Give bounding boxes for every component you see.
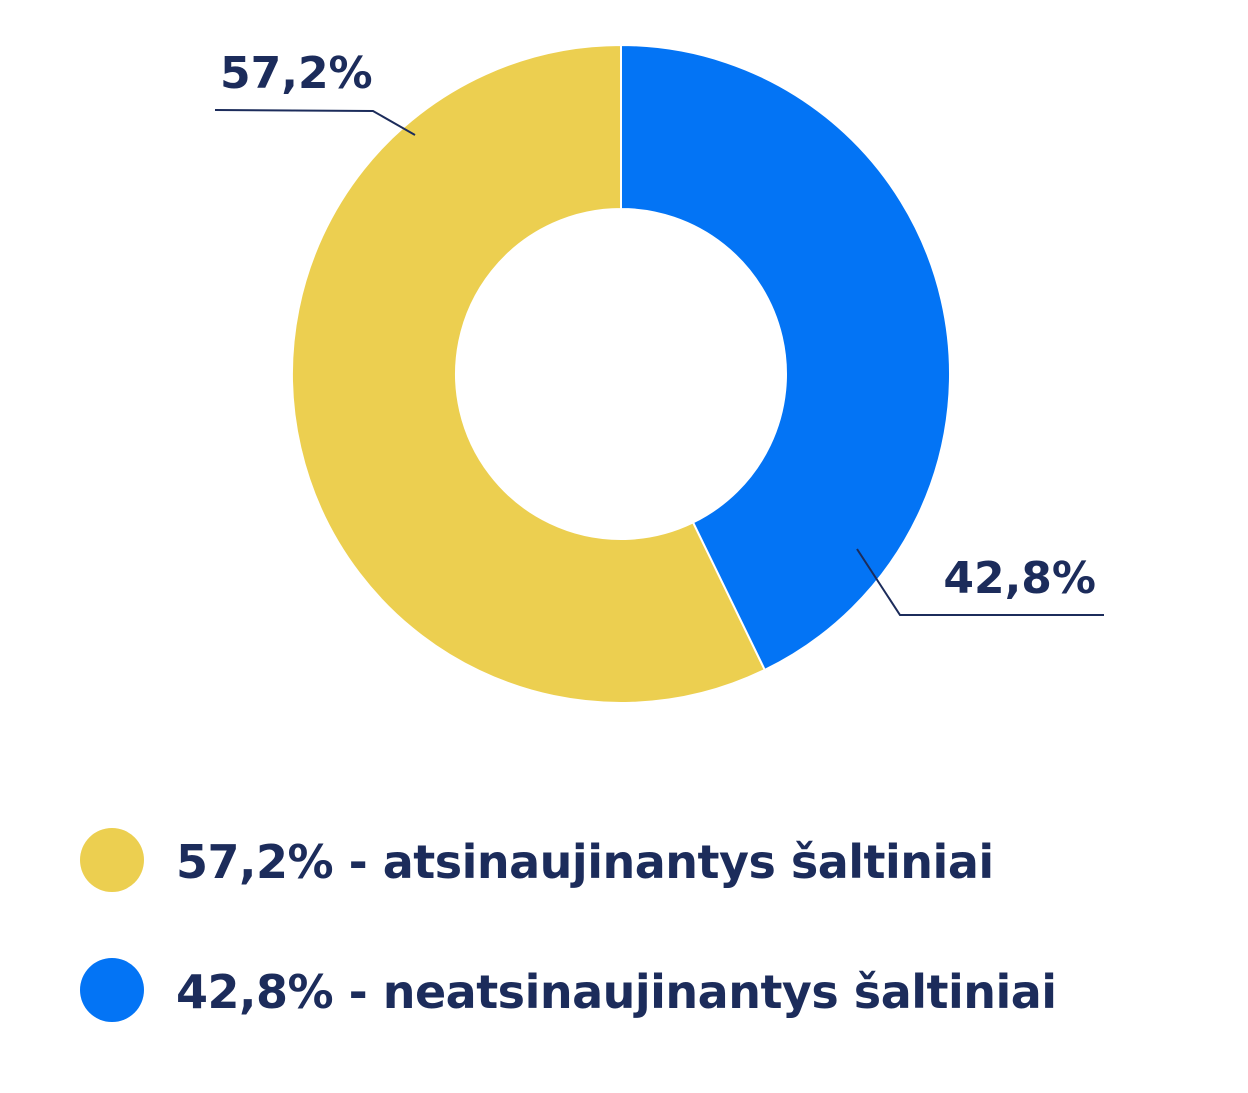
legend-label-renewable: 57,2% - atsinaujinantys šaltiniai xyxy=(176,835,994,889)
slice-labels: 57,2% 42,8% xyxy=(214,48,1104,616)
data-label-renewable: 57,2% xyxy=(220,48,373,99)
donut-slices xyxy=(291,43,951,704)
slice-non-renewable xyxy=(620,43,951,672)
legend-swatch-renewable xyxy=(80,828,144,892)
data-label-non-renewable: 42,8% xyxy=(943,553,1096,604)
legend-label-non-renewable: 42,8% - neatsinaujinantys šaltiniai xyxy=(176,965,1057,1019)
leader-line-renewable xyxy=(214,109,416,136)
leader-line-non-renewable xyxy=(856,548,1104,616)
legend-swatch-non-renewable xyxy=(80,958,144,1022)
slice-renewable xyxy=(291,43,767,704)
